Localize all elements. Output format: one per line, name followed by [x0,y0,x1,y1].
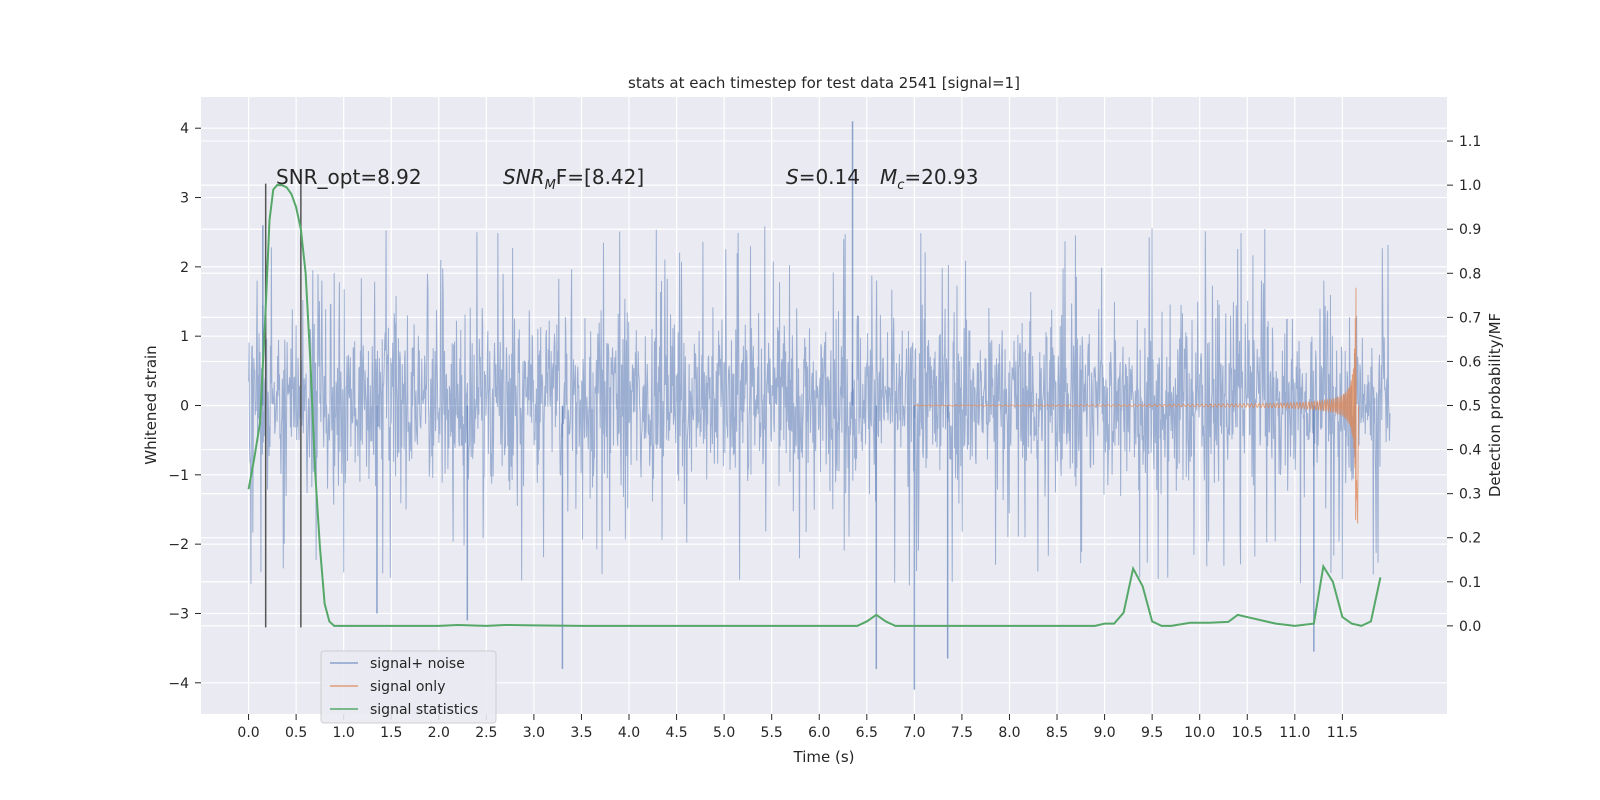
noise-trace [248,226,1391,586]
y-tick-label: 4 [180,121,189,137]
series-signal-only [914,287,1360,524]
annotation-mc-value: =20.93 [904,165,978,189]
y-right-tick-label: 1.0 [1459,178,1481,194]
annotations: SNR_opt=8.92 SNRMF=[8.42] S=0.14 Mc=20.9… [276,165,978,193]
y-axis-left: −4 −3 −2 −1 0 1 2 3 4 [168,121,201,692]
x-tick-label: 7.5 [951,725,973,741]
chart-title: stats at each timestep for test data 254… [628,74,1020,92]
annotation-s: S=0.14 [786,165,860,189]
x-tick-label: 7.0 [903,725,925,741]
annotation-snr-mf-sub: M [545,178,556,193]
grid [201,97,1447,714]
y-axis-right: 0.0 0.1 0.2 0.3 0.4 0.5 0.6 0.7 0.8 0.9 1.0 1.1 [1447,134,1481,635]
y-right-tick-label: 1.1 [1459,134,1481,150]
y-tick-label: −2 [168,537,189,553]
annotation-snr-mf-rest: F=[8.42] [556,165,644,189]
x-tick-label: 5.5 [761,725,783,741]
y-right-tick-label: 0.6 [1459,354,1481,370]
y-tick-label: 1 [180,329,189,345]
x-axis-label: Time (s) [793,748,855,766]
legend-label-signal: signal only [370,679,445,695]
annotation-mc-symbol: M [880,165,897,189]
y-tick-label: 0 [180,399,189,415]
x-tick-label: 2.0 [428,725,450,741]
y-right-tick-label: 0.0 [1459,619,1481,635]
series-signal-statistics [247,184,1382,627]
legend-box [320,650,497,724]
legend-label-stats: signal statistics [370,702,478,718]
series-signal-noise [248,121,1391,690]
y-right-tick-label: 0.9 [1459,222,1481,238]
legend-label-noise: signal+ noise [370,656,465,672]
y-right-tick-label: 0.5 [1459,399,1481,415]
x-tick-label: 9.5 [1141,725,1163,741]
y-tick-label: −3 [168,606,189,622]
annotation-snr-mf: SNRMF=[8.42] [503,165,644,193]
y-tick-label: −1 [168,468,189,484]
annotation-snr-opt: SNR_opt=8.92 [276,165,422,189]
x-tick-label: 3.5 [570,725,592,741]
annotation-snr-mf-base: SNR [503,165,545,189]
y-right-tick-label: 0.2 [1459,531,1481,547]
x-tick-label: 11.5 [1327,725,1358,741]
y-tick-label: 2 [180,260,189,276]
x-tick-label: 11.0 [1279,725,1310,741]
x-tick-label: 9.0 [1093,725,1115,741]
legend: signal+ noise signal only signal statist… [320,650,497,724]
y-tick-label: −4 [168,676,189,692]
y-axis-label-right: Detection probability/MF [1486,313,1504,497]
x-tick-label: 1.5 [380,725,402,741]
signal-trace [914,287,1360,524]
y-right-tick-label: 0.3 [1459,487,1481,503]
x-tick-label: 2.5 [475,725,497,741]
x-tick-label: 8.5 [1046,725,1068,741]
y-axis-label-left: Whitened strain [142,345,160,464]
y-right-tick-label: 0.4 [1459,443,1481,459]
y-right-tick-label: 0.8 [1459,266,1481,282]
annotation-mc-sub: c [897,178,904,193]
annotation-mc: Mc=20.93 [880,165,978,193]
stats-line [247,184,1382,627]
x-tick-label: 1.0 [333,725,355,741]
x-tick-label: 10.0 [1184,725,1215,741]
y-right-tick-label: 0.1 [1459,575,1481,591]
y-right-tick-label: 0.7 [1459,310,1481,326]
x-tick-label: 3.0 [523,725,545,741]
x-axis: 0.0 0.5 1.0 1.5 2.0 2.5 3.0 3.5 4.0 4.5 5.0 5.5 6.0 6… [237,714,1358,741]
x-tick-label: 0.0 [237,725,259,741]
x-tick-label: 6.5 [856,725,878,741]
annotation-s-symbol: S [786,165,799,189]
x-tick-label: 4.5 [665,725,687,741]
x-tick-label: 5.0 [713,725,735,741]
x-tick-label: 6.0 [808,725,830,741]
x-tick-label: 8.0 [998,725,1020,741]
x-tick-label: 0.5 [285,725,307,741]
annotation-s-value: =0.14 [799,165,860,189]
vertical-markers [264,183,302,628]
x-tick-label: 4.0 [618,725,640,741]
x-tick-label: 10.5 [1232,725,1263,741]
y-tick-label: 3 [180,191,189,207]
